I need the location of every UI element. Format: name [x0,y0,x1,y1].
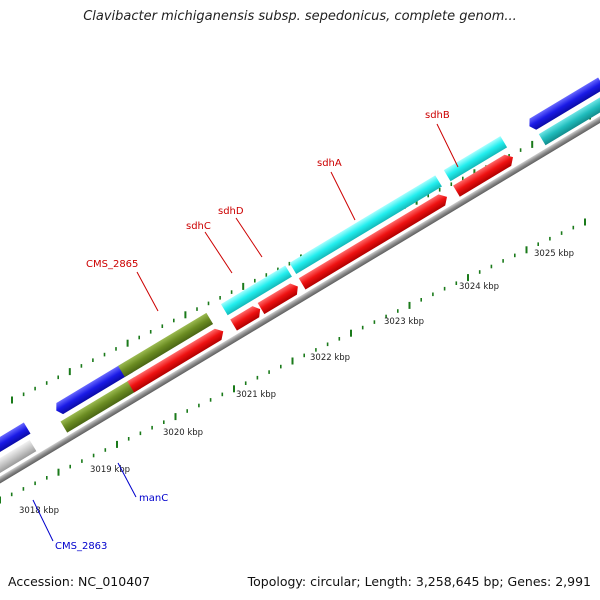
gene-sdhd-red[interactable] [257,281,302,315]
gene-right-teal[interactable] [538,92,600,146]
gene-sdhc-red[interactable] [230,304,263,331]
gene-sdhb-red[interactable] [453,152,516,197]
gene-sdhb-cyan[interactable] [443,136,508,182]
page-title: Clavibacter michiganensis subsp. sepedon… [83,9,517,24]
leader-line-cms2865 [136,271,159,312]
topology-text: Topology: circular; Length: 3,258,645 bp… [247,574,591,589]
genome-backbone [0,106,600,493]
leader-line-sdhc [204,231,233,274]
tick-label: 3020 kbp [163,428,203,438]
gene-mancc-olive[interactable] [60,377,141,433]
gene-cms2865-red[interactable] [127,326,226,393]
tick-label: 3022 kbp [310,353,350,363]
gene-cms2865-olive[interactable] [118,312,214,378]
leader-line-manc [117,462,128,481]
gene-label-sdhc[interactable]: sdhC [186,221,211,232]
tick-label: 3023 kbp [384,317,424,327]
gene-right-blue[interactable] [526,77,600,131]
gene-left-blue[interactable] [0,422,31,465]
gene-label-manc[interactable]: manC [139,493,168,504]
gene-label-sdha[interactable]: sdhA [317,158,342,169]
gene-sdhc-cyan[interactable] [220,265,292,316]
tick-label: 3024 kbp [459,282,499,292]
gene-sdha-red[interactable] [298,191,451,290]
leader-line-cms2863 [32,499,54,542]
tick-label: 3018 kbp [19,506,59,516]
leader-line-sdhb [436,123,459,168]
accession-text: Accession: NC_010407 [8,574,151,589]
leader-line-manc [126,479,137,498]
gene-label-sdhd[interactable]: sdhD [218,206,244,217]
gene-label-sdhb[interactable]: sdhB [425,110,450,121]
gene-sdha-cyan[interactable] [289,175,442,275]
tick-label: 3021 kbp [236,390,276,400]
gene-label-cms2863[interactable]: CMS_2863 [55,541,107,552]
gene-label-cms2865[interactable]: CMS_2865 [86,259,138,270]
gene-cms2863-gray[interactable] [0,440,37,481]
leader-line-sdhd [235,217,263,258]
leader-line-sdha [330,171,356,221]
tick-label: 3025 kbp [534,249,574,259]
tick-label: 3019 kbp [90,465,130,475]
gene-manc-blue[interactable] [53,360,134,416]
